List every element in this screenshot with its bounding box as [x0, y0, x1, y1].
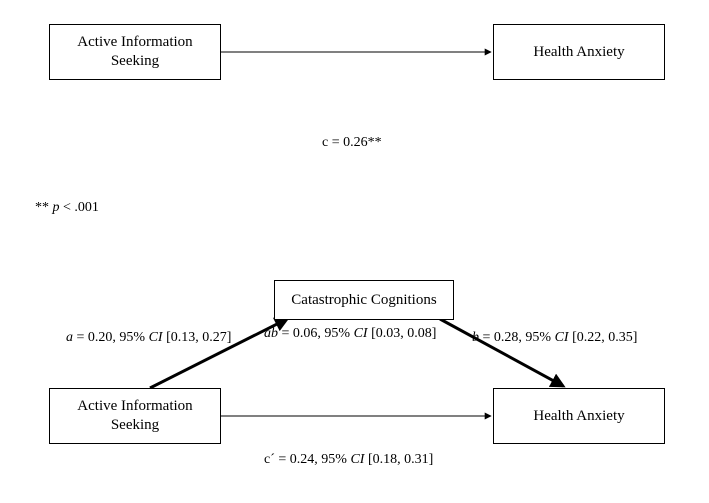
ab-lead: ab — [264, 326, 278, 341]
ab-ci: CI — [354, 326, 368, 341]
box-active-info-seeking-top: Active Information Seeking — [49, 24, 221, 80]
b-br: [0.22, 0.35] — [569, 330, 638, 345]
b-lead: b — [472, 330, 479, 345]
box-text: Active Information — [77, 34, 192, 50]
p-rest: < .001 — [63, 200, 99, 215]
box-mediator: Catastrophic Cognitions — [274, 280, 454, 320]
b-eq: = 0.28, 95% — [479, 330, 555, 345]
p-stars: ** — [35, 200, 53, 215]
a-ci: CI — [149, 330, 163, 345]
label-cprime: c´ = 0.24, 95% CI [0.18, 0.31] — [264, 452, 433, 468]
a-lead: a — [66, 330, 73, 345]
cprime-lead: c´ — [264, 452, 275, 467]
box-text: Active Information — [77, 398, 192, 414]
a-eq: = 0.20, 95% — [73, 330, 149, 345]
box-text: Seeking — [111, 53, 159, 69]
box-health-anxiety-bottom: Health Anxiety — [493, 388, 665, 444]
c-stars: ** — [368, 135, 382, 150]
box-text: Catastrophic Cognitions — [291, 291, 436, 310]
box-active-info-seeking-bottom: Active Information Seeking — [49, 388, 221, 444]
box-text: Seeking — [111, 417, 159, 433]
label-ab: ab = 0.06, 95% CI [0.03, 0.08] — [264, 326, 436, 342]
box-text: Health Anxiety — [533, 407, 624, 426]
label-p-note: ** p < .001 — [35, 200, 99, 216]
a-br: [0.13, 0.27] — [163, 330, 232, 345]
c-value: c = 0.26 — [322, 135, 368, 150]
ab-br: [0.03, 0.08] — [368, 326, 437, 341]
label-a: a = 0.20, 95% CI [0.13, 0.27] — [66, 330, 231, 346]
box-health-anxiety-top: Health Anxiety — [493, 24, 665, 80]
ab-eq: = 0.06, 95% — [278, 326, 354, 341]
b-ci: CI — [555, 330, 569, 345]
label-b: b = 0.28, 95% CI [0.22, 0.35] — [472, 330, 637, 346]
box-text: Health Anxiety — [533, 43, 624, 62]
cprime-br: [0.18, 0.31] — [364, 452, 433, 467]
label-c: c = 0.26** — [322, 135, 382, 151]
cprime-ci: CI — [350, 452, 364, 467]
p-letter: p — [53, 200, 64, 215]
cprime-eq: = 0.24, 95% — [275, 452, 351, 467]
